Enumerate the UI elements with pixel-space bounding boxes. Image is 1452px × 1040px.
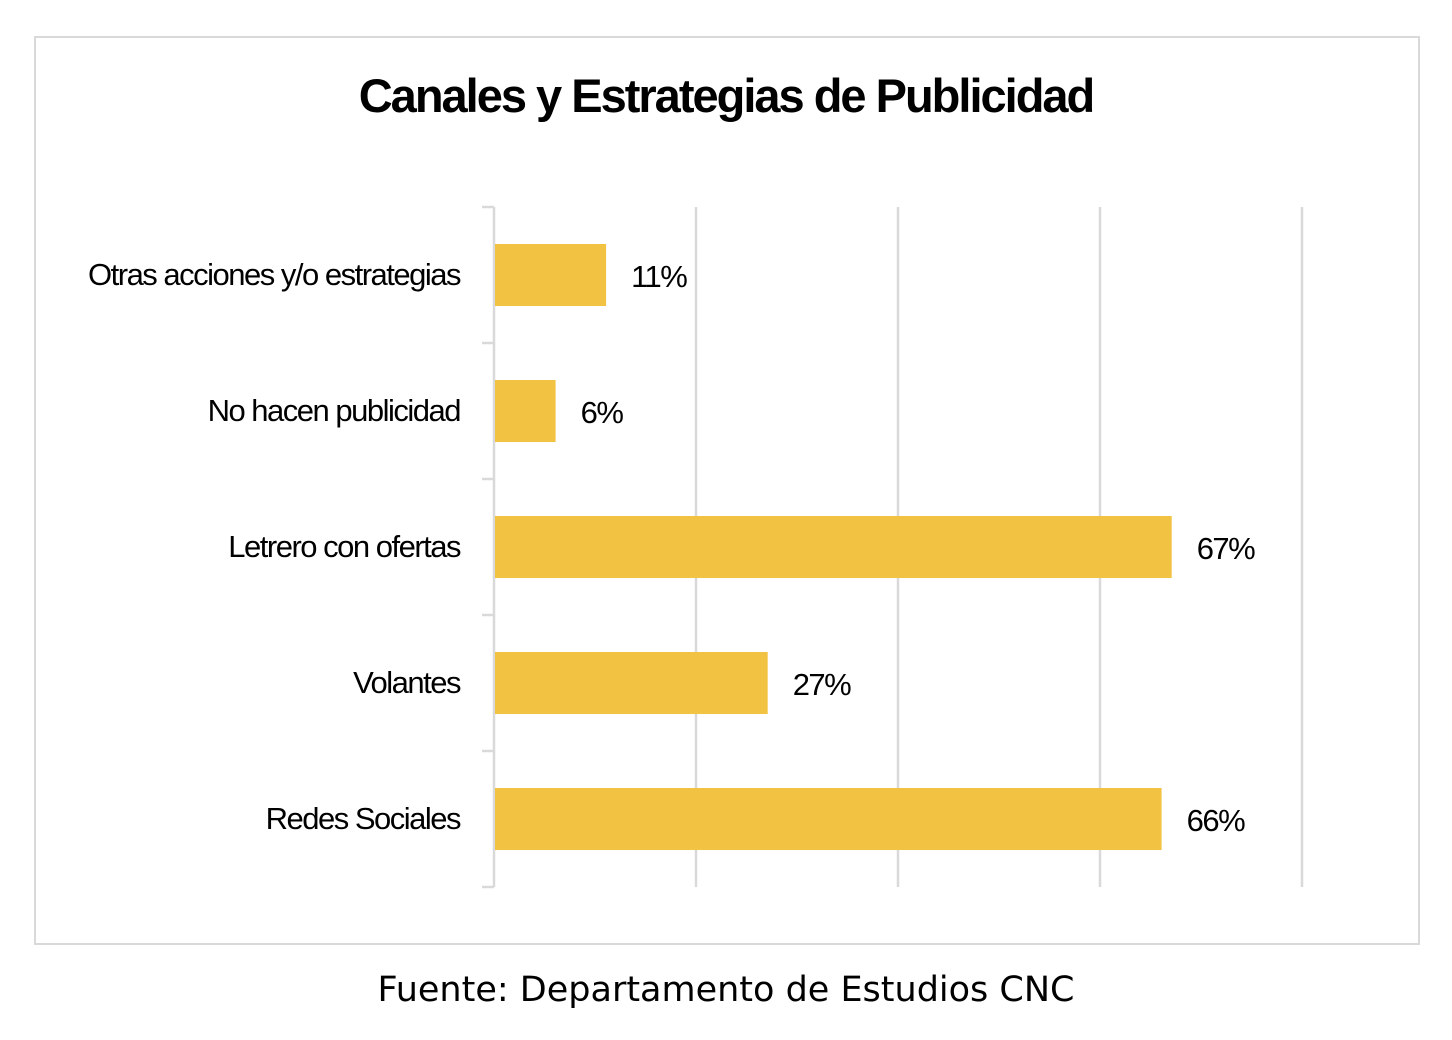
data-label: 6% [581,395,624,430]
bar [495,652,768,714]
data-label: 27% [793,667,851,702]
bar [495,380,556,442]
source-caption: Fuente: Departamento de Estudios CNC [377,970,1075,1010]
category-label: Otras acciones y/o estrategias [88,257,461,292]
data-label: 66% [1187,803,1245,838]
category-label: Redes Sociales [266,801,461,836]
data-label: 11% [631,259,687,294]
category-label: No hacen publicidad [208,393,461,428]
bar [495,244,607,306]
bar [495,788,1162,850]
data-label: 67% [1197,531,1255,566]
chart-title: Canales y Estrategias de Publicidad [358,69,1096,122]
category-label: Volantes [353,665,461,700]
bar [495,516,1172,578]
category-label: Letrero con ofertas [228,529,461,564]
